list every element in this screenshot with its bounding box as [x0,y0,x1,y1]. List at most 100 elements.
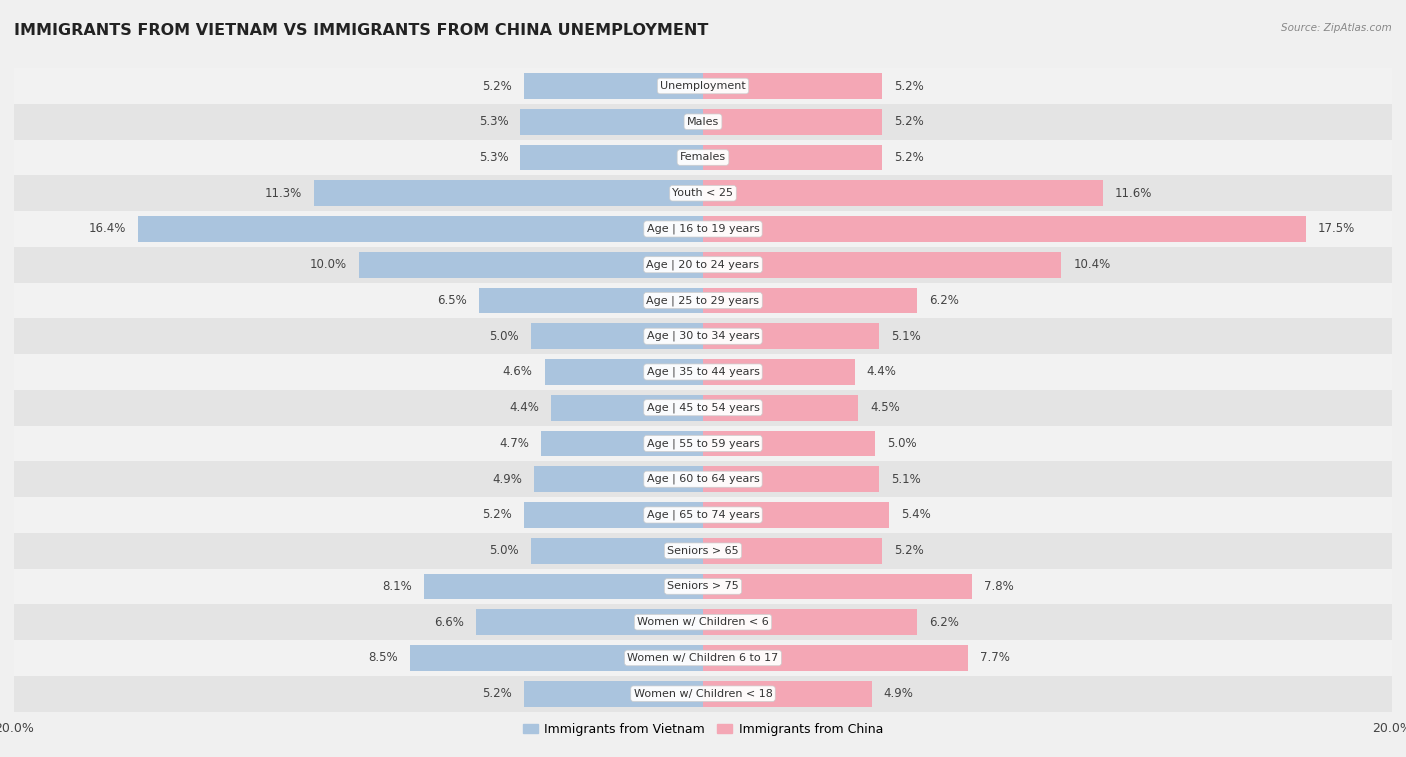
Bar [14,604,1392,640]
Text: Females: Females [681,152,725,163]
Text: Women w/ Children < 6: Women w/ Children < 6 [637,617,769,628]
Text: Women w/ Children 6 to 17: Women w/ Children 6 to 17 [627,653,779,663]
Legend: Immigrants from Vietnam, Immigrants from China: Immigrants from Vietnam, Immigrants from… [517,718,889,740]
Bar [14,354,1392,390]
Text: 5.0%: 5.0% [887,437,917,450]
Text: 4.6%: 4.6% [502,366,533,378]
Bar [14,640,1392,676]
Bar [541,431,703,456]
Text: Youth < 25: Youth < 25 [672,188,734,198]
Text: 5.2%: 5.2% [482,509,512,522]
Bar [359,252,703,278]
Bar [534,466,703,492]
Text: 16.4%: 16.4% [89,223,127,235]
Bar [14,676,1392,712]
Text: 7.8%: 7.8% [984,580,1014,593]
Bar [703,537,882,563]
Bar [703,681,872,706]
Text: 6.6%: 6.6% [433,615,464,629]
Bar [524,681,703,706]
Bar [14,247,1392,282]
Bar [14,176,1392,211]
Bar [475,609,703,635]
Bar [14,68,1392,104]
Bar [14,497,1392,533]
Text: Seniors > 65: Seniors > 65 [668,546,738,556]
Bar [14,390,1392,425]
Text: Age | 45 to 54 years: Age | 45 to 54 years [647,403,759,413]
Text: Age | 65 to 74 years: Age | 65 to 74 years [647,509,759,520]
Bar [14,461,1392,497]
Text: Seniors > 75: Seniors > 75 [666,581,740,591]
Text: 10.4%: 10.4% [1073,258,1111,271]
Text: Age | 30 to 34 years: Age | 30 to 34 years [647,331,759,341]
Text: 6.2%: 6.2% [928,294,959,307]
Bar [703,145,882,170]
Text: IMMIGRANTS FROM VIETNAM VS IMMIGRANTS FROM CHINA UNEMPLOYMENT: IMMIGRANTS FROM VIETNAM VS IMMIGRANTS FR… [14,23,709,38]
Text: 5.4%: 5.4% [901,509,931,522]
Text: 4.9%: 4.9% [884,687,914,700]
Bar [479,288,703,313]
Bar [531,323,703,349]
Bar [703,288,917,313]
Text: 5.1%: 5.1% [891,330,921,343]
Text: 5.1%: 5.1% [891,472,921,486]
Text: 6.2%: 6.2% [928,615,959,629]
Bar [14,425,1392,461]
Bar [703,359,855,385]
Bar [703,395,858,421]
Text: 5.2%: 5.2% [482,79,512,92]
Text: 4.5%: 4.5% [870,401,900,414]
Bar [703,73,882,99]
Bar [703,645,969,671]
Text: 5.2%: 5.2% [894,151,924,164]
Bar [14,569,1392,604]
Bar [703,217,1306,242]
Text: Age | 20 to 24 years: Age | 20 to 24 years [647,260,759,270]
Text: Source: ZipAtlas.com: Source: ZipAtlas.com [1281,23,1392,33]
Text: 5.2%: 5.2% [894,79,924,92]
Text: 5.3%: 5.3% [479,151,509,164]
Bar [544,359,703,385]
Text: 4.7%: 4.7% [499,437,529,450]
Bar [14,104,1392,139]
Text: Women w/ Children < 18: Women w/ Children < 18 [634,689,772,699]
Bar [703,431,875,456]
Text: 5.0%: 5.0% [489,330,519,343]
Text: Age | 25 to 29 years: Age | 25 to 29 years [647,295,759,306]
Bar [703,502,889,528]
Bar [14,533,1392,569]
Text: 7.7%: 7.7% [980,652,1010,665]
Bar [703,252,1062,278]
Bar [703,180,1102,206]
Bar [703,574,972,600]
Text: 5.2%: 5.2% [894,115,924,128]
Text: 8.5%: 8.5% [368,652,398,665]
Bar [524,73,703,99]
Bar [138,217,703,242]
Bar [314,180,703,206]
Bar [520,145,703,170]
Text: 17.5%: 17.5% [1317,223,1355,235]
Text: Age | 35 to 44 years: Age | 35 to 44 years [647,366,759,377]
Bar [425,574,703,600]
Bar [524,502,703,528]
Bar [551,395,703,421]
Text: Age | 55 to 59 years: Age | 55 to 59 years [647,438,759,449]
Bar [703,466,879,492]
Bar [14,282,1392,319]
Text: 5.2%: 5.2% [482,687,512,700]
Text: 5.0%: 5.0% [489,544,519,557]
Text: 5.3%: 5.3% [479,115,509,128]
Bar [14,211,1392,247]
Text: 5.2%: 5.2% [894,544,924,557]
Text: 4.4%: 4.4% [509,401,540,414]
Text: 8.1%: 8.1% [382,580,412,593]
Text: 11.3%: 11.3% [264,187,302,200]
Text: 4.4%: 4.4% [866,366,897,378]
Text: 6.5%: 6.5% [437,294,467,307]
Text: 11.6%: 11.6% [1115,187,1152,200]
Bar [14,139,1392,176]
Text: Unemployment: Unemployment [661,81,745,91]
Bar [703,323,879,349]
